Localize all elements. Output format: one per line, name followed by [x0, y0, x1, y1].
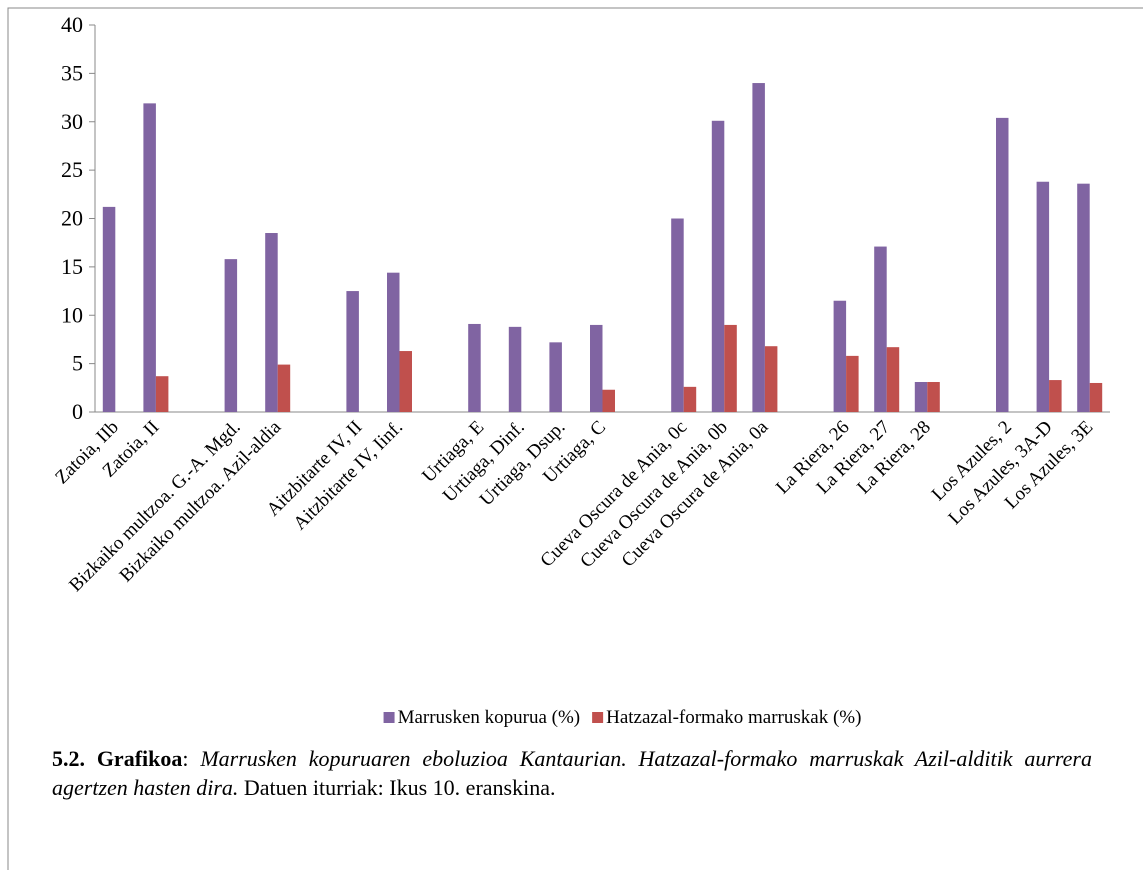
caption-text: Marrusken kopuruaren eboluzioa Kantauria… — [52, 746, 1092, 800]
bar — [155, 376, 169, 412]
caption-label: 5.2. Grafikoa — [52, 746, 183, 771]
bar — [602, 389, 615, 412]
y-tick-label: 35 — [61, 60, 83, 85]
bar — [590, 324, 603, 412]
bar — [1089, 382, 1103, 412]
y-tick-label: 20 — [61, 206, 83, 231]
y-tick-label: 5 — [72, 351, 83, 376]
y-tick-label: 25 — [61, 157, 83, 182]
caption: 5.2. Grafikoa: Marrusken kopuruaren ebol… — [52, 744, 1092, 802]
bar — [102, 206, 116, 412]
bar — [874, 246, 887, 412]
bar — [1077, 183, 1090, 412]
bar — [711, 120, 725, 412]
bar — [224, 259, 238, 412]
bar — [752, 83, 765, 413]
bar — [387, 272, 400, 412]
bar — [914, 382, 928, 412]
bar — [671, 218, 684, 412]
bar — [277, 364, 291, 412]
bar — [996, 117, 1009, 412]
bar — [927, 382, 940, 412]
caption-source: Datuen iturriak: Ikus 10. eranskina. — [243, 775, 556, 800]
y-tick-label: 30 — [61, 109, 83, 134]
bar — [468, 323, 481, 412]
bar — [143, 103, 156, 413]
bar — [683, 386, 697, 412]
bar — [833, 300, 847, 412]
bar — [508, 326, 522, 412]
y-tick-label: 40 — [61, 12, 83, 37]
legend: Marrusken kopurua (%) Hatzazal-formako ma… — [383, 707, 861, 728]
bar — [724, 324, 737, 412]
bar — [346, 291, 359, 412]
bar — [846, 355, 859, 412]
bar — [1036, 181, 1050, 412]
y-tick-label: 0 — [72, 399, 83, 424]
caption-separator: : — [182, 746, 189, 771]
bar — [886, 347, 900, 412]
bar — [1049, 380, 1062, 412]
bar — [265, 233, 278, 412]
legend-label: Hatzazal-formako marruskak (%) — [606, 707, 861, 728]
y-tick-label: 15 — [61, 254, 83, 279]
legend-swatch — [383, 712, 395, 723]
frame — [7, 7, 1143, 870]
legend-label: Marrusken kopurua (%) — [398, 707, 581, 728]
bar — [549, 342, 562, 412]
legend-swatch — [592, 712, 604, 723]
bar — [764, 346, 778, 412]
bar — [399, 351, 412, 412]
y-tick-label: 10 — [61, 302, 83, 327]
